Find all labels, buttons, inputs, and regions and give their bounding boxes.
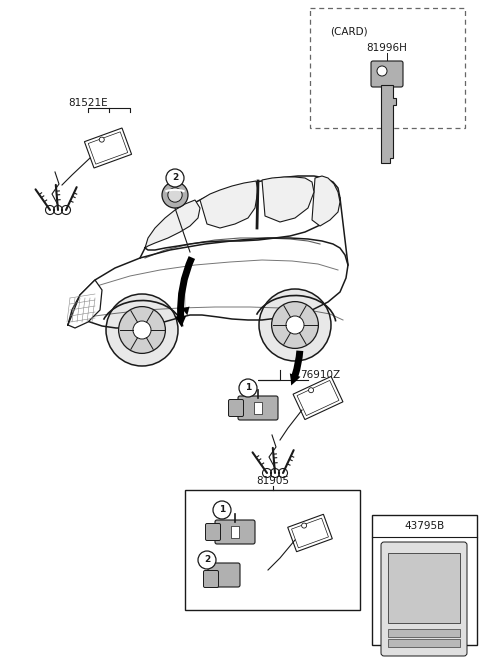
Polygon shape: [293, 376, 343, 420]
Polygon shape: [381, 85, 396, 163]
Circle shape: [162, 182, 188, 208]
FancyBboxPatch shape: [205, 524, 220, 541]
Circle shape: [259, 289, 331, 361]
FancyArrowPatch shape: [175, 256, 195, 327]
Text: 2: 2: [204, 556, 210, 564]
FancyBboxPatch shape: [238, 396, 278, 420]
Circle shape: [133, 321, 151, 339]
Polygon shape: [262, 177, 314, 222]
FancyBboxPatch shape: [208, 563, 240, 587]
Bar: [388, 639, 460, 647]
Polygon shape: [288, 514, 332, 552]
Bar: [388, 629, 460, 637]
Polygon shape: [68, 280, 102, 328]
FancyBboxPatch shape: [215, 520, 255, 544]
Bar: [231, 526, 239, 538]
Circle shape: [286, 316, 304, 334]
FancyArrowPatch shape: [290, 351, 303, 386]
Circle shape: [106, 294, 178, 366]
Bar: [185, 490, 360, 610]
Circle shape: [166, 169, 184, 187]
Circle shape: [272, 302, 318, 348]
Circle shape: [99, 137, 104, 142]
FancyBboxPatch shape: [204, 570, 218, 587]
Circle shape: [213, 501, 231, 519]
Circle shape: [239, 379, 257, 397]
FancyBboxPatch shape: [371, 61, 403, 87]
Circle shape: [309, 388, 313, 393]
Circle shape: [301, 523, 307, 528]
Polygon shape: [145, 200, 200, 248]
Text: 81996H: 81996H: [367, 43, 408, 53]
Text: 76910Z: 76910Z: [300, 370, 340, 380]
Circle shape: [377, 66, 387, 76]
Text: 81905: 81905: [256, 476, 289, 486]
Bar: [310, 8, 465, 128]
Bar: [372, 515, 477, 645]
Text: (CARD): (CARD): [330, 26, 368, 36]
Text: 43795B: 43795B: [404, 521, 444, 531]
Circle shape: [168, 188, 182, 202]
Circle shape: [119, 307, 166, 353]
Polygon shape: [84, 128, 132, 168]
Text: 1: 1: [245, 384, 251, 392]
Circle shape: [198, 551, 216, 569]
Bar: [254, 402, 262, 414]
FancyBboxPatch shape: [381, 542, 467, 656]
Polygon shape: [200, 181, 258, 228]
Text: 81521E: 81521E: [68, 98, 108, 108]
Text: 1: 1: [219, 505, 225, 514]
Text: 2: 2: [172, 173, 178, 183]
FancyBboxPatch shape: [228, 399, 243, 417]
Polygon shape: [312, 176, 340, 226]
Bar: [388, 553, 460, 623]
